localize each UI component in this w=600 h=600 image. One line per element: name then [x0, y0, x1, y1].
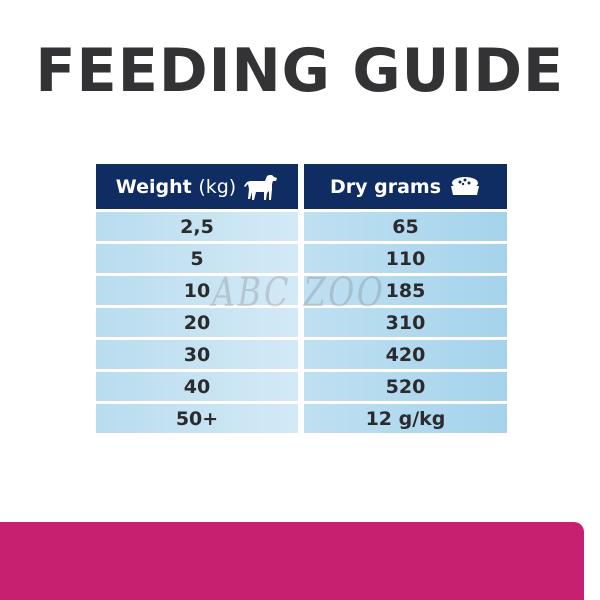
weight-header-unit: (kg): [198, 175, 237, 198]
weight-cell: 5: [96, 244, 298, 273]
dog-icon: [244, 174, 278, 200]
page-title: FEEDING GUIDE: [0, 36, 600, 106]
weight-cell: 2,5: [96, 212, 298, 241]
weight-cell: 30: [96, 340, 298, 369]
weight-header-label: Weight: [115, 175, 192, 198]
dry-grams-cell: 110: [304, 244, 507, 273]
dry-grams-cell: 520: [304, 372, 507, 401]
weight-column: Weight (kg) 2,5 5 10 20 30 40 50+: [96, 164, 298, 433]
dry-grams-cell: 185: [304, 276, 507, 305]
weight-cell: 40: [96, 372, 298, 401]
page-title-text: FEEDING GUIDE: [35, 36, 565, 106]
weight-cell: 50+: [96, 404, 298, 433]
dry-grams-cell: 310: [304, 308, 507, 337]
dry-grams-header-label: Dry grams: [329, 175, 442, 198]
weight-cell: 10: [96, 276, 298, 305]
dry-grams-cell: 420: [304, 340, 507, 369]
dry-grams-cell: 65: [304, 212, 507, 241]
food-bowl-icon: [451, 176, 480, 195]
dry-grams-cell: 12 g/kg: [304, 404, 507, 433]
accent-band: [0, 522, 584, 600]
weight-header: Weight (kg): [96, 164, 298, 209]
weight-cell: 20: [96, 308, 298, 337]
dry-grams-column: Dry grams 65 110 185 310 420 520 12 g/kg: [304, 164, 507, 433]
dry-grams-header: Dry grams: [304, 164, 507, 209]
